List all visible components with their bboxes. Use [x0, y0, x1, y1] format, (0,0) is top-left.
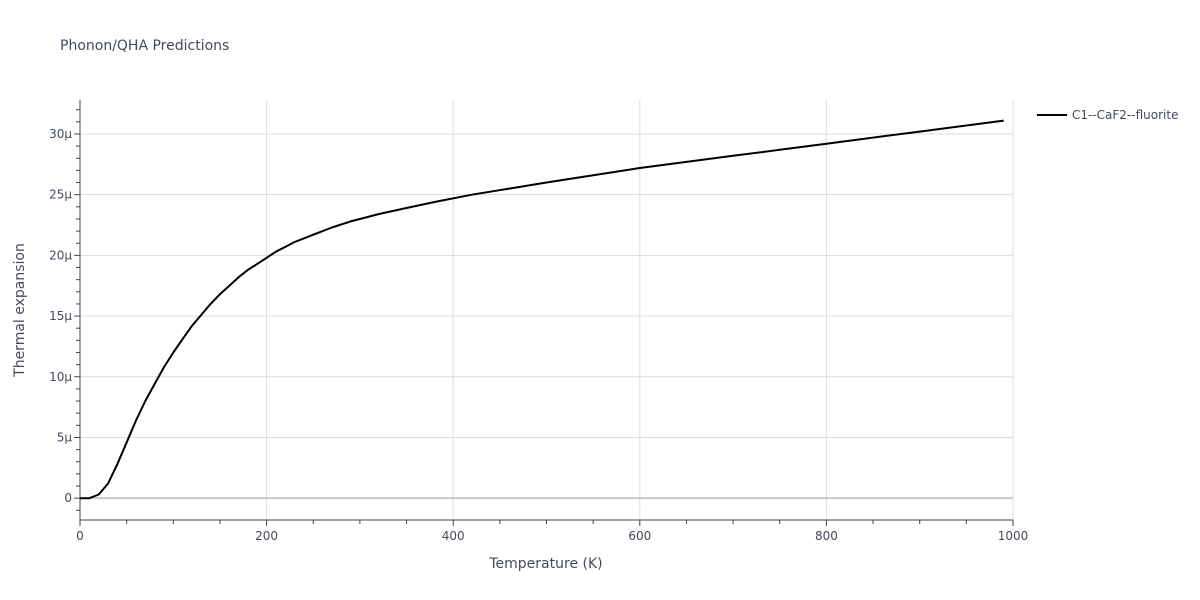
y-tick-label: 10μ [49, 370, 72, 384]
x-tick-label: 400 [442, 529, 465, 543]
x-tick-label: 600 [628, 529, 651, 543]
y-tick-label: 25μ [49, 188, 72, 202]
x-tick-label: 1000 [998, 529, 1029, 543]
y-tick-label: 15μ [49, 309, 72, 323]
x-tick-label: 0 [76, 529, 84, 543]
y-axis-title: Thermal expansion [12, 243, 28, 378]
series-line[interactable] [80, 119, 1004, 500]
y-tick-label: 30μ [49, 127, 72, 141]
legend[interactable]: C1--CaF2--fluorite [1037, 108, 1178, 122]
grid [80, 100, 1014, 520]
y-tick-label: 20μ [49, 248, 72, 262]
x-axis-title: Temperature (K) [488, 556, 602, 572]
y-tick-label: 5μ [57, 430, 73, 444]
chart-title: Phonon/QHA Predictions [60, 38, 229, 54]
axes: 0 200 400 600 800 1000 0 5μ 10μ 15μ 20μ 25μ 30μ [49, 100, 1028, 543]
x-tick-label: 200 [255, 529, 278, 543]
series-layer [80, 119, 1004, 500]
y-tick-label: 0 [64, 491, 72, 505]
legend-label: C1--CaF2--fluorite [1072, 108, 1178, 122]
x-tick-label: 800 [815, 529, 838, 543]
